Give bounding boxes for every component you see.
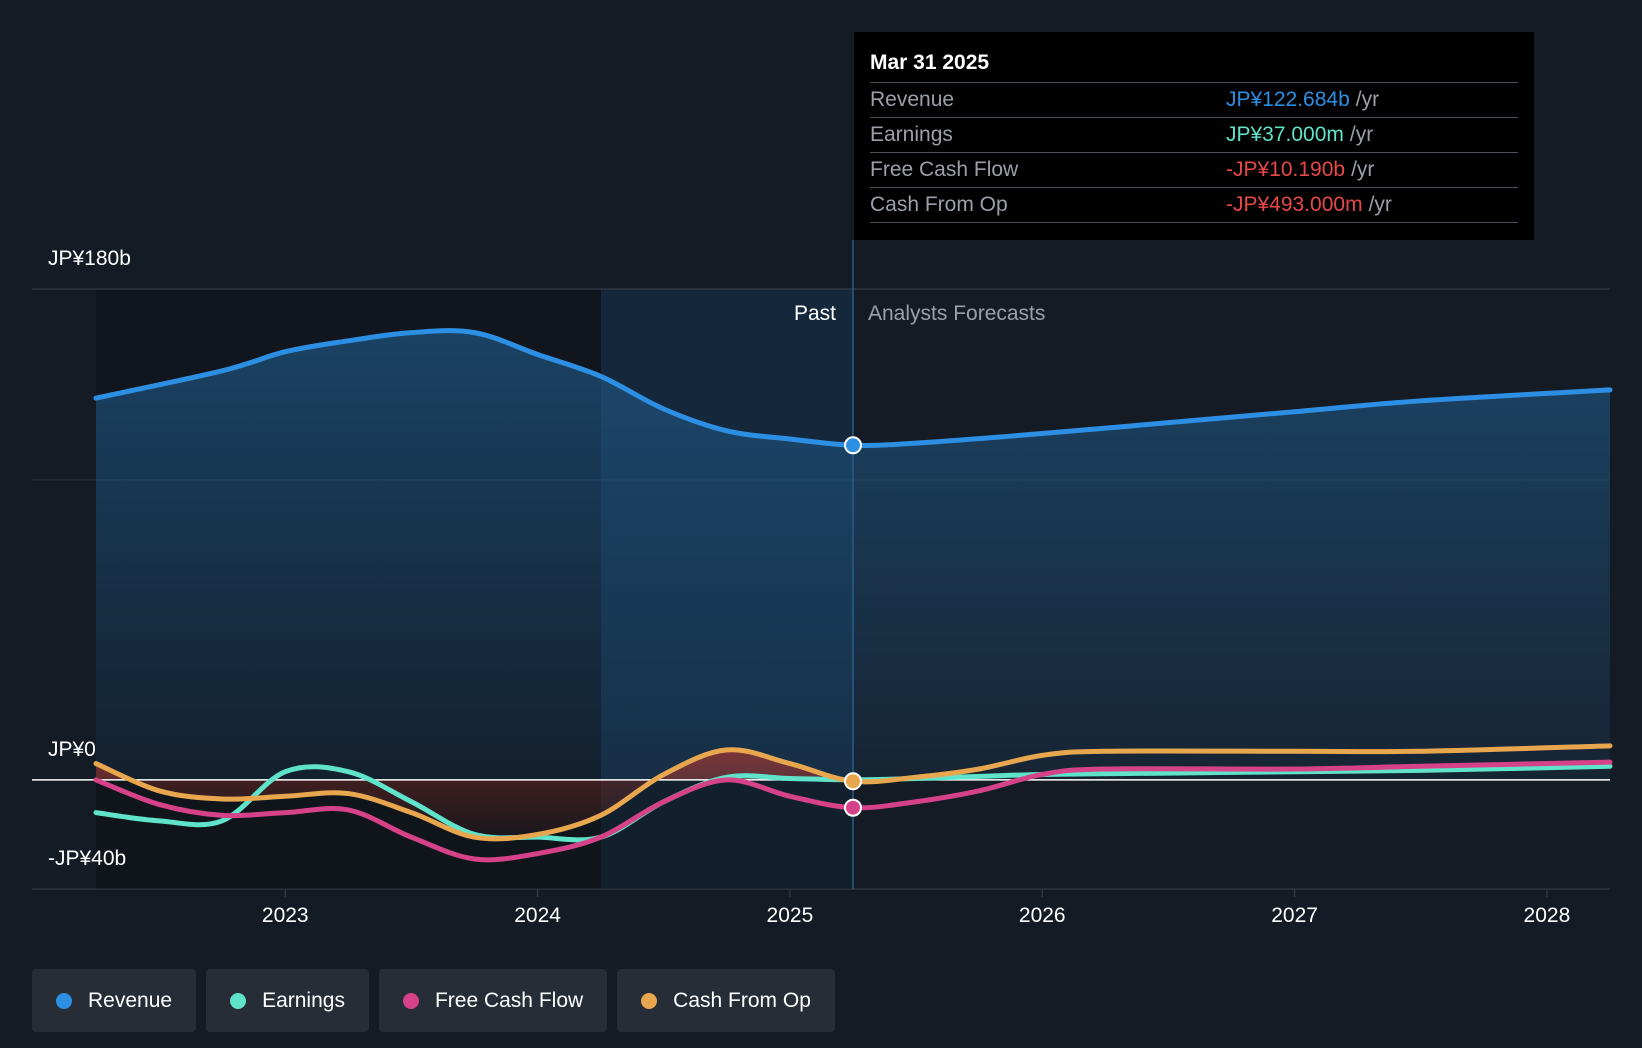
free-cash-flow-marker <box>844 798 862 817</box>
tooltip-value: -JP¥10.190b <box>1226 158 1346 181</box>
tooltip-label: Earnings <box>870 123 953 146</box>
legend: Revenue Earnings Free Cash Flow Cash Fro… <box>32 969 835 1032</box>
x-axis-label: 2023 <box>262 904 309 927</box>
legend-item-earnings[interactable]: Earnings <box>206 969 369 1032</box>
tooltip-value: JP¥122.684b <box>1226 88 1350 111</box>
legend-label: Revenue <box>88 988 173 1012</box>
cash-from-op-marker <box>844 772 862 791</box>
legend-item-revenue[interactable]: Revenue <box>32 969 197 1032</box>
tooltip-label: Revenue <box>870 88 955 111</box>
legend-label: Cash From Op <box>673 988 811 1012</box>
legend-dot-icon <box>56 992 72 1009</box>
legend-dot-icon <box>230 992 247 1009</box>
tooltip-value: -JP¥493.000m <box>1226 193 1363 216</box>
tooltip: Mar 31 2025 Revenue JP¥122.684b /yr Earn… <box>854 32 1534 240</box>
tooltip-row-cash-from-op: Cash From Op -JP¥493.000m /yr <box>870 188 1518 223</box>
tooltip-label: Cash From Op <box>870 193 1008 216</box>
free-cash-flow-line <box>93 759 1613 863</box>
y-axis-label: JP¥0 <box>48 738 96 761</box>
cash-from-op-line <box>93 743 1613 842</box>
x-axis-label: 2027 <box>1271 904 1318 927</box>
legend-dot-icon <box>641 992 658 1009</box>
forecast-label: Analysts Forecasts <box>868 302 1045 325</box>
tooltip-value: JP¥37.000m <box>1226 123 1344 146</box>
x-axis-label: 2028 <box>1524 904 1571 927</box>
tooltip-unit: /yr <box>1349 123 1374 146</box>
tooltip-label: Free Cash Flow <box>870 158 1019 181</box>
legend-label: Earnings <box>262 988 345 1012</box>
y-axis-label: -JP¥40b <box>48 847 126 870</box>
x-axis-label: 2025 <box>767 904 814 927</box>
tooltip-row-revenue: Revenue JP¥122.684b /yr <box>870 83 1518 118</box>
tooltip-row-free-cash-flow: Free Cash Flow -JP¥10.190b /yr <box>870 153 1518 188</box>
tooltip-unit: /yr <box>1368 193 1392 216</box>
negative-area <box>96 749 853 839</box>
revenue-line <box>93 328 1613 448</box>
x-axis-label: 2024 <box>514 904 561 927</box>
y-axis-label: JP¥180b <box>48 247 131 270</box>
legend-label: Free Cash Flow <box>434 988 584 1012</box>
legend-item-free-cash-flow[interactable]: Free Cash Flow <box>378 969 608 1032</box>
past-label: Past <box>794 302 836 325</box>
tooltip-row-earnings: Earnings JP¥37.000m /yr <box>870 118 1518 153</box>
tooltip-unit: /yr <box>1351 158 1375 181</box>
revenue-marker <box>844 436 862 455</box>
tooltip-unit: /yr <box>1355 88 1380 111</box>
tooltip-date: Mar 31 2025 <box>870 46 1518 83</box>
legend-dot-icon <box>402 992 419 1009</box>
x-axis-label: 2026 <box>1019 904 1066 927</box>
legend-item-cash-from-op[interactable]: Cash From Op <box>617 969 835 1032</box>
